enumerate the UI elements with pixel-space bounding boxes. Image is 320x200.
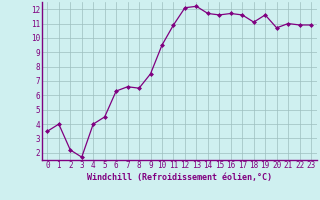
X-axis label: Windchill (Refroidissement éolien,°C): Windchill (Refroidissement éolien,°C) <box>87 173 272 182</box>
